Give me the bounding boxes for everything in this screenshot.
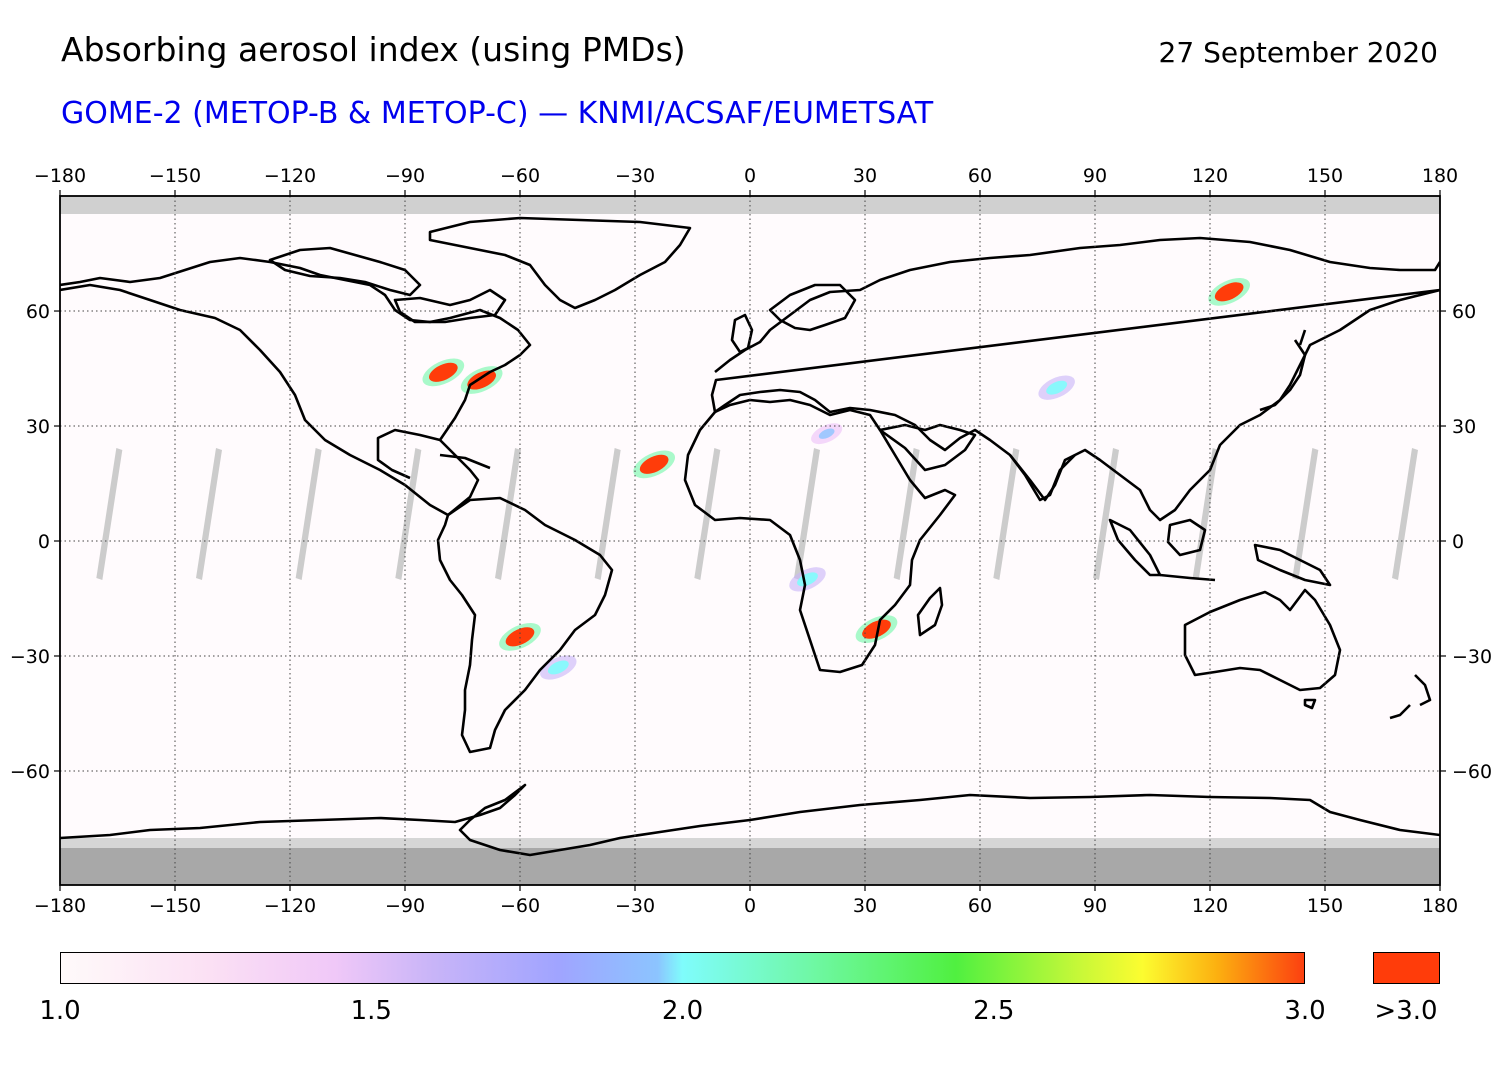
axis-ticks: −180 −180 −150 −150 −120 −120 −90 −90 −60 −60 −30 −… — [10, 165, 1492, 917]
coastline-madagascar — [916, 586, 944, 637]
coastline-gulf-mexico — [376, 428, 441, 480]
lat-tick-label-right: 0 — [1452, 531, 1464, 553]
map-date: 27 September 2020 — [1158, 36, 1438, 69]
colorbar-tick-label: 1.0 — [39, 996, 81, 1026]
lon-tick-label-bottom: −180 — [34, 895, 86, 917]
lon-tick-label-top: −120 — [264, 165, 316, 187]
colorbar-overflow — [1373, 952, 1440, 984]
swath-gap — [495, 448, 521, 580]
aerosol-plume — [429, 362, 458, 382]
coastline-java — [1159, 573, 1216, 582]
coastline-arctic-islands — [268, 246, 422, 297]
lat-tick-label-right: −30 — [1452, 646, 1492, 668]
lon-tick-label-top: 150 — [1307, 165, 1343, 187]
aerosol-plume — [547, 660, 569, 675]
coastline-baffin — [393, 288, 507, 324]
coastline-britain — [730, 313, 754, 354]
coastline-arabia — [878, 423, 977, 472]
lon-tick-label-top: 0 — [744, 165, 756, 187]
lon-tick-label-bottom: −60 — [500, 895, 540, 917]
lon-tick-label-bottom: 150 — [1307, 895, 1343, 917]
lon-tick-label-top: −60 — [500, 165, 540, 187]
swath-gap — [1093, 448, 1119, 580]
coastline-japan — [1259, 329, 1307, 412]
coastline-sumatra — [1108, 518, 1162, 577]
lat-tick-label-right: 30 — [1452, 416, 1476, 438]
lat-tick-label-left: 60 — [26, 301, 50, 323]
aerosol-plume — [818, 428, 835, 439]
colorbar-tick-label: 3.0 — [1284, 996, 1326, 1026]
coastline-greenland — [428, 216, 692, 310]
swath-gap — [594, 448, 621, 580]
aerosol-plume — [639, 454, 669, 474]
swath-gap — [794, 448, 820, 580]
colorbar — [60, 952, 1305, 984]
lon-tick-label-bottom: −90 — [385, 895, 425, 917]
lon-tick-label-bottom: 120 — [1192, 895, 1228, 917]
lon-tick-label-bottom: 30 — [853, 895, 877, 917]
lon-tick-label-bottom: 180 — [1422, 895, 1458, 917]
lat-tick-label-left: 0 — [38, 531, 50, 553]
swath-gap — [96, 448, 123, 580]
lon-tick-label-bottom: −150 — [149, 895, 201, 917]
coastline-scandinavia — [768, 283, 857, 332]
lon-tick-label-top: 90 — [1083, 165, 1107, 187]
aerosol-plume — [862, 619, 891, 639]
coastline-india — [1008, 454, 1076, 502]
coastline-new-guinea — [1253, 543, 1332, 587]
swath-gap — [1392, 448, 1418, 580]
aerosol-plume — [1214, 282, 1244, 302]
coastline-cuba — [439, 453, 491, 470]
swath-gap — [1192, 448, 1219, 580]
swath-gap — [395, 448, 422, 580]
lat-tick-label-left: 30 — [26, 416, 50, 438]
lat-tick-label-right: −60 — [1452, 761, 1492, 783]
swath-gap — [295, 448, 322, 580]
lat-tick-label-left: −60 — [10, 761, 50, 783]
aerosol-plume — [505, 627, 535, 647]
lat-tick-label-left: −30 — [10, 646, 50, 668]
lon-tick-label-bottom: −30 — [615, 895, 655, 917]
colorbar-tick-label: 2.5 — [973, 996, 1015, 1026]
lon-tick-label-bottom: 0 — [744, 895, 756, 917]
lon-tick-label-top: −180 — [34, 165, 86, 187]
coastline-new-zealand — [1389, 674, 1432, 720]
swath-gap — [893, 448, 920, 580]
lon-tick-label-top: 30 — [853, 165, 877, 187]
lon-tick-label-top: −30 — [615, 165, 655, 187]
lon-tick-label-bottom: 60 — [968, 895, 992, 917]
coastline-australia — [1183, 588, 1342, 692]
swath-gap — [1292, 448, 1319, 580]
swath-gap — [196, 448, 222, 580]
lon-tick-label-bottom: 90 — [1083, 895, 1107, 917]
coastlines — [60, 216, 1440, 857]
world-map: −180 −180 −150 −150 −120 −120 −90 −90 −60 −60 −30 −… — [10, 165, 1492, 917]
colorbar-overflow-label: >3.0 — [1374, 996, 1438, 1026]
colorbar-tick-label: 2.0 — [661, 996, 704, 1026]
aerosol-plumes — [422, 277, 1251, 680]
lon-tick-label-top: −90 — [385, 165, 425, 187]
lon-tick-label-top: 180 — [1422, 165, 1458, 187]
coastline-africa — [683, 398, 957, 674]
map-subtitle: GOME-2 (METOP-B & METOP-C) — KNMI/ACSAF/… — [61, 96, 934, 131]
coastline-borneo — [1166, 518, 1207, 557]
coastline-south-america — [436, 496, 614, 754]
coastline-tasmania — [1303, 698, 1317, 710]
lon-tick-label-top: 60 — [968, 165, 992, 187]
lon-tick-label-top: 120 — [1192, 165, 1228, 187]
lon-tick-label-bottom: −120 — [264, 895, 316, 917]
colorbar-tick-label: 1.5 — [350, 996, 392, 1026]
lat-tick-label-right: 60 — [1452, 301, 1476, 323]
aerosol-plume — [467, 370, 496, 390]
swath-gap — [993, 448, 1020, 580]
lon-tick-label-top: −150 — [149, 165, 201, 187]
map-title: Absorbing aerosol index (using PMDs) — [61, 30, 686, 69]
aerosol-plume — [1046, 380, 1068, 395]
graticule — [60, 196, 1440, 885]
coastline-antarctica — [60, 783, 1440, 857]
